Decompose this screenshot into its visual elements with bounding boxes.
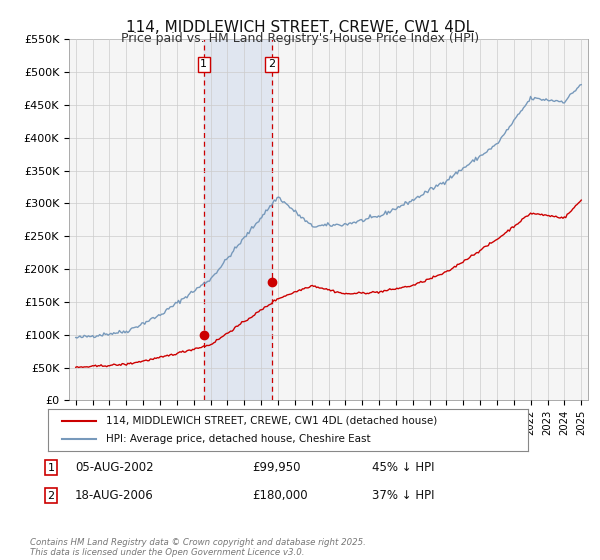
Text: £180,000: £180,000 — [252, 489, 308, 502]
Text: 2: 2 — [268, 59, 275, 69]
Bar — [204, 39, 272, 400]
Text: 45% ↓ HPI: 45% ↓ HPI — [372, 461, 434, 474]
Text: 1: 1 — [47, 463, 55, 473]
Text: 1: 1 — [200, 59, 208, 69]
Text: 114, MIDDLEWICH STREET, CREWE, CW1 4DL (detached house): 114, MIDDLEWICH STREET, CREWE, CW1 4DL (… — [106, 416, 437, 426]
Text: 114, MIDDLEWICH STREET, CREWE, CW1 4DL: 114, MIDDLEWICH STREET, CREWE, CW1 4DL — [126, 20, 474, 35]
Text: 2: 2 — [47, 491, 55, 501]
Text: £99,950: £99,950 — [252, 461, 301, 474]
Text: 37% ↓ HPI: 37% ↓ HPI — [372, 489, 434, 502]
Text: Price paid vs. HM Land Registry's House Price Index (HPI): Price paid vs. HM Land Registry's House … — [121, 32, 479, 45]
Text: 18-AUG-2006: 18-AUG-2006 — [75, 489, 154, 502]
Text: Contains HM Land Registry data © Crown copyright and database right 2025.
This d: Contains HM Land Registry data © Crown c… — [30, 538, 366, 557]
Text: 05-AUG-2002: 05-AUG-2002 — [75, 461, 154, 474]
Text: HPI: Average price, detached house, Cheshire East: HPI: Average price, detached house, Ches… — [106, 434, 370, 444]
